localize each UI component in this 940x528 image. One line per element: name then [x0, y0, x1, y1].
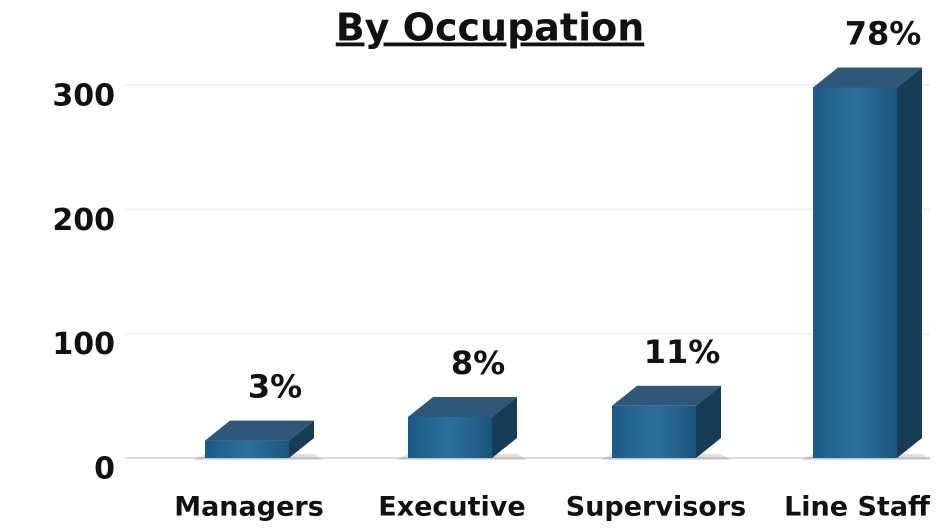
x-tick-label: Supervisors [566, 492, 746, 523]
data-label: 78% [845, 14, 922, 52]
bar-top [813, 67, 922, 88]
y-tick-label: 300 [52, 79, 115, 114]
y-tick-label: 100 [52, 327, 115, 362]
bar-side [492, 396, 517, 458]
bar [408, 416, 492, 458]
bar-top [612, 385, 721, 406]
x-tick-label: Managers [174, 492, 324, 523]
data-label: 8% [451, 344, 505, 382]
data-label: 3% [248, 368, 302, 406]
y-tick-label: 200 [52, 203, 115, 238]
chart-title: By Occupation [336, 6, 645, 50]
bar-side [696, 385, 721, 458]
x-tick-label: Executive [378, 492, 525, 523]
bar-top [205, 420, 314, 441]
data-label: 11% [644, 333, 721, 371]
bar-side [289, 420, 314, 458]
y-tick-label: 0 [94, 452, 115, 487]
x-tick-label: Line Staff [784, 492, 931, 523]
bar [813, 87, 897, 458]
bar [612, 405, 696, 458]
bar-side [897, 67, 922, 458]
bar-top [408, 396, 517, 417]
bar [205, 440, 289, 458]
